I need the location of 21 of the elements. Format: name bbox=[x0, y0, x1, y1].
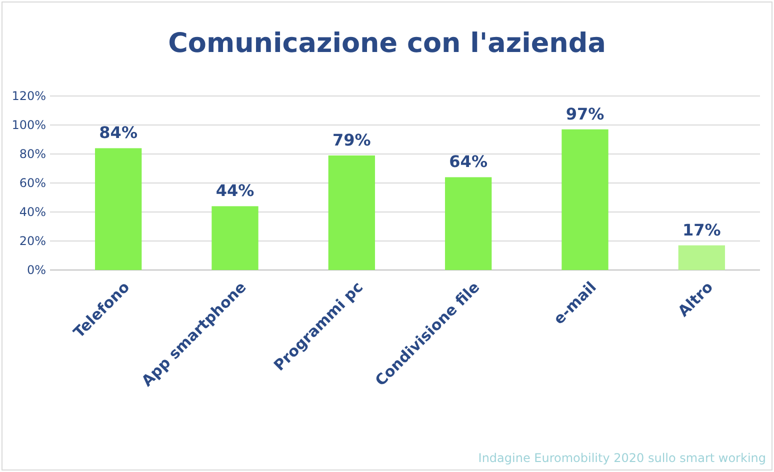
data-label: 84% bbox=[99, 123, 138, 142]
data-label: 79% bbox=[332, 130, 371, 150]
data-label: 64% bbox=[449, 152, 488, 172]
y-tick-label: 20% bbox=[19, 234, 46, 248]
y-tick-label: 40% bbox=[19, 205, 46, 219]
y-tick-label: 80% bbox=[19, 147, 46, 161]
chart-title: Comunicazione con l'azienda bbox=[168, 28, 606, 59]
text: Indagine Euromobility 2020 sullo smart working bbox=[478, 451, 766, 465]
y-tick-label: 0% bbox=[26, 263, 46, 277]
y-tick-label: 120% bbox=[12, 89, 46, 103]
bar bbox=[212, 206, 258, 270]
bar bbox=[328, 155, 375, 270]
data-label: 97% bbox=[566, 104, 604, 124]
bar bbox=[678, 245, 725, 270]
bar bbox=[95, 148, 142, 270]
y-tick-label: 100% bbox=[12, 118, 46, 132]
data-label: 17% bbox=[682, 220, 721, 240]
data-label: 44% bbox=[216, 181, 254, 200]
y-tick-label: 60% bbox=[19, 176, 46, 190]
bar bbox=[562, 129, 608, 270]
bar bbox=[445, 177, 492, 270]
